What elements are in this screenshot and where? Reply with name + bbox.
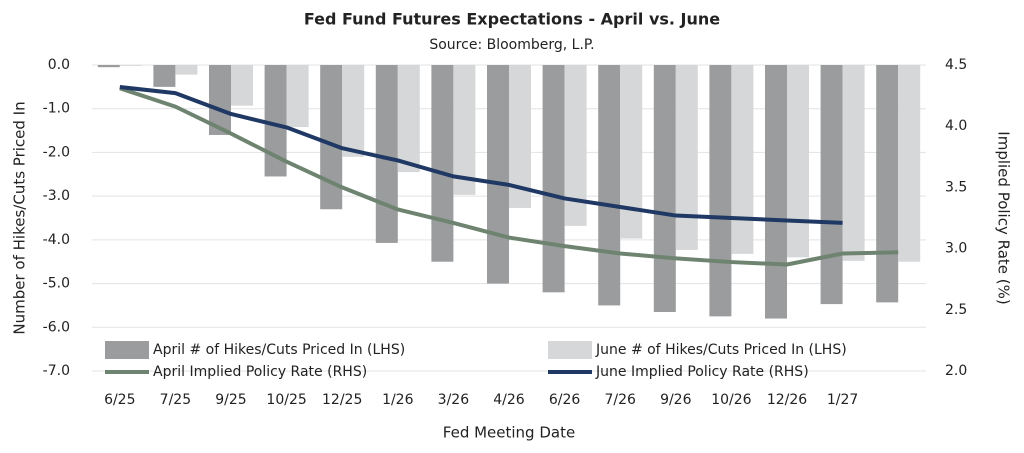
bar: [97, 65, 120, 68]
bar: [153, 65, 176, 87]
bar: [231, 65, 253, 106]
legend-swatch: [548, 341, 592, 359]
bar: [842, 65, 865, 261]
legend-label: June # of Hikes/Cuts Priced In (LHS): [595, 342, 847, 358]
bar: [375, 65, 398, 243]
chart-title: Fed Fund Futures Expectations - April vs…: [304, 10, 720, 29]
bar: [731, 65, 754, 254]
y-axis-title: Number of Hikes/Cuts Priced In: [11, 101, 29, 334]
legend-label: April # of Hikes/Cuts Priced In (LHS): [153, 342, 405, 358]
x-tick-label: 10/25: [266, 392, 306, 408]
y-tick-label: -1.0: [43, 101, 70, 117]
y2-tick-label: 2.5: [945, 302, 967, 318]
y-tick-label: -2.0: [43, 144, 70, 160]
bar: [620, 65, 643, 239]
y-tick-label: -3.0: [43, 188, 70, 204]
x-tick-label: 7/25: [160, 392, 191, 408]
bar: [898, 65, 921, 262]
x-tick-label: 7/26: [604, 392, 636, 408]
y-tick-label: 0.0: [48, 57, 70, 73]
bar: [487, 65, 509, 284]
bar: [397, 65, 420, 173]
line: [119, 86, 899, 267]
y2-tick-label: 4.5: [945, 57, 967, 73]
bar: [787, 65, 809, 258]
bar: [509, 65, 531, 208]
y2-tick-label: 3.0: [945, 241, 967, 257]
x-tick-label: 6/25: [104, 392, 135, 408]
bar: [709, 65, 732, 317]
bar: [119, 65, 142, 66]
bar: [342, 65, 365, 157]
y2-tick-label: 2.0: [945, 363, 967, 379]
bar: [564, 65, 587, 226]
bar: [765, 65, 787, 319]
x-tick-label: 1/27: [827, 392, 858, 408]
bars: [97, 65, 921, 319]
bar: [542, 65, 565, 293]
y2-tick-label: 3.5: [945, 179, 967, 195]
x-tick-label: 6/26: [549, 392, 581, 408]
bar: [876, 65, 899, 303]
y-tick-label: -7.0: [43, 363, 70, 379]
bar: [820, 65, 843, 305]
bar: [598, 65, 621, 306]
chart-subtitle: Source: Bloomberg, L.P.: [429, 37, 594, 53]
y-tick-label: -4.0: [43, 232, 70, 248]
bar: [286, 65, 309, 128]
bar: [675, 65, 698, 250]
x-tick-label: 9/26: [660, 392, 692, 408]
y-tick-label: -5.0: [43, 276, 70, 292]
x-tick-label: 3/26: [438, 392, 470, 408]
x-tick-label: 4/26: [493, 392, 525, 408]
legend-label: June Implied Policy Rate (RHS): [595, 364, 809, 380]
x-tick-label: 9/25: [215, 392, 246, 408]
bar: [320, 65, 343, 210]
y-tick-label: -6.0: [43, 319, 70, 335]
y2-tick-label: 4.0: [945, 118, 967, 134]
bar: [453, 65, 476, 195]
legend: April # of Hikes/Cuts Priced In (LHS) Jun…: [105, 341, 847, 380]
y2-axis-title: Implied Policy Rate (%): [995, 131, 1013, 304]
legend-swatch: [105, 341, 149, 359]
x-axis-title: Fed Meeting Date: [443, 424, 575, 442]
x-tick-label: 1/26: [382, 392, 414, 408]
legend-label: April Implied Policy Rate (RHS): [153, 364, 367, 380]
bar: [653, 65, 676, 312]
line: [119, 85, 843, 225]
bar: [431, 65, 454, 262]
bar: [175, 65, 198, 75]
x-tick-label: 12/25: [322, 392, 362, 408]
x-tick-label: 10/26: [711, 392, 751, 408]
bar: [264, 65, 287, 177]
bar: [209, 65, 231, 135]
lines: [119, 85, 899, 267]
x-tick-label: 12/26: [767, 392, 807, 408]
